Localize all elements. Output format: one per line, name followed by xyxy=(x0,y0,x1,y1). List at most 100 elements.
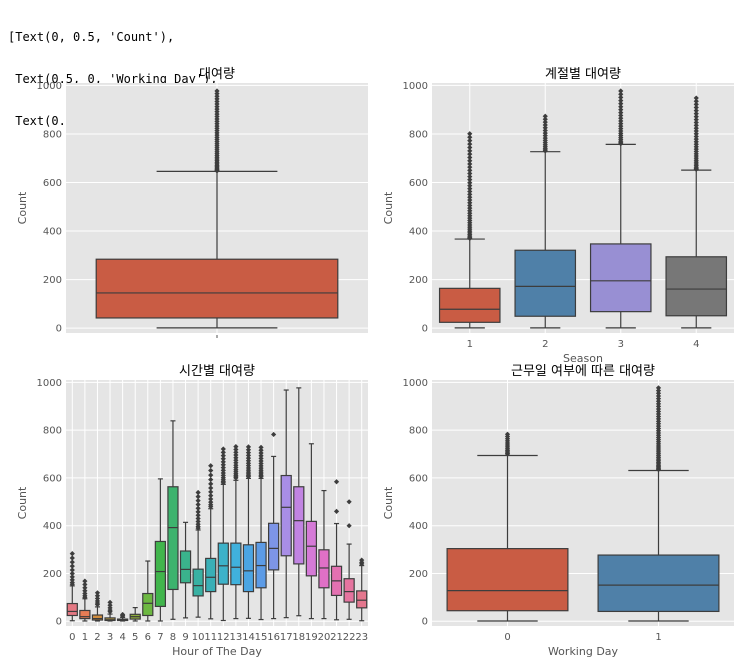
outlier-point xyxy=(245,455,252,461)
outlier-point xyxy=(220,470,226,476)
y-tick-label: 400 xyxy=(43,521,62,532)
box-body xyxy=(95,258,339,319)
outlier-point xyxy=(233,444,239,450)
outlier-point xyxy=(208,467,214,474)
y-tick-label: 400 xyxy=(43,227,62,238)
box-18 xyxy=(293,387,305,617)
y-tick-label: 600 xyxy=(43,178,62,189)
outlier-point xyxy=(693,122,699,128)
y-tick-label: 600 xyxy=(409,178,428,189)
box-10 xyxy=(192,489,204,618)
outlier-point xyxy=(220,449,226,455)
box-22 xyxy=(343,499,355,620)
y-tick-label: 1000 xyxy=(403,81,428,92)
box-20 xyxy=(318,489,330,620)
outlier-point xyxy=(655,390,662,396)
x-tick-label: 0 xyxy=(69,632,75,643)
outlier-point xyxy=(467,205,473,211)
outlier-point xyxy=(467,183,473,189)
outlier-point xyxy=(220,462,226,468)
outliers xyxy=(618,88,624,147)
outlier-point xyxy=(195,498,201,504)
box-13 xyxy=(230,444,242,620)
box-4 xyxy=(116,611,129,622)
y-tick-label: 1000 xyxy=(37,81,62,92)
outlier-point xyxy=(467,170,473,177)
x-tick-label: 23 xyxy=(355,632,368,643)
outlier-point xyxy=(467,151,473,157)
box-2 xyxy=(91,590,104,622)
box-body xyxy=(589,243,652,313)
outlier-point xyxy=(82,581,88,588)
box-body xyxy=(343,578,355,603)
outliers xyxy=(245,444,252,480)
y-tick-label: 0 xyxy=(422,617,428,628)
outlier-point xyxy=(120,611,126,618)
outlier-point xyxy=(233,449,239,455)
x-tick-label: 11 xyxy=(204,632,217,643)
outlier-point xyxy=(233,452,239,458)
outlier-point xyxy=(618,88,624,94)
outlier-point xyxy=(655,393,662,399)
outlier-point xyxy=(467,138,473,144)
outliers xyxy=(94,590,101,608)
box-body xyxy=(230,542,242,586)
box-body xyxy=(167,486,179,591)
outlier-point xyxy=(467,180,473,186)
outlier-point xyxy=(693,128,699,134)
x-tick-label: 3 xyxy=(107,632,113,643)
box-body xyxy=(318,549,330,589)
outlier-point xyxy=(467,200,473,206)
box-body xyxy=(665,256,728,317)
x-tick-label: 10 xyxy=(192,632,205,643)
box-16 xyxy=(267,431,280,620)
box-body xyxy=(597,554,720,613)
box-8 xyxy=(167,420,179,620)
outlier-point xyxy=(504,431,511,437)
outlier-point xyxy=(245,450,252,456)
outlier-point xyxy=(195,509,201,515)
y-tick-label: 1000 xyxy=(403,378,428,389)
x-tick-label: 2 xyxy=(94,632,100,643)
chart-season: 0 200 400 600 800 1000 1 2 3 4 계절별 대여량 Count Season xyxy=(382,67,734,365)
outlier-point xyxy=(69,563,75,569)
x-tick-label: 13 xyxy=(230,632,243,643)
outlier-point xyxy=(693,114,699,120)
outlier-point xyxy=(346,523,352,529)
box-body xyxy=(179,550,192,584)
x-tick-label: 15 xyxy=(255,632,268,643)
x-tick-label: 3 xyxy=(618,339,624,350)
y-tick-label: 0 xyxy=(56,617,62,628)
outliers xyxy=(107,599,113,615)
box-5 xyxy=(129,607,141,622)
x-tick-label: 21 xyxy=(330,632,343,643)
box-body xyxy=(79,609,91,620)
x-tick-label: 1 xyxy=(82,632,88,643)
x-tick-label: 12 xyxy=(217,632,230,643)
outlier-point xyxy=(693,101,699,107)
x-tick-label: 8 xyxy=(170,632,176,643)
outlier-point xyxy=(693,116,699,123)
y-tick-label: 600 xyxy=(409,473,428,484)
outlier-point xyxy=(618,94,624,101)
outlier-point xyxy=(467,202,473,209)
box-23 xyxy=(356,557,368,622)
box-19 xyxy=(305,443,318,620)
output-line: Text(0.5, 0, 'Working Day'), xyxy=(8,72,218,86)
y-axis-label: Count xyxy=(382,486,395,519)
outlier-point xyxy=(655,398,662,404)
y-tick-label: 600 xyxy=(43,473,62,484)
outlier-point xyxy=(542,113,548,119)
chart-title: 시간별 대여량 xyxy=(179,364,255,379)
box-all xyxy=(95,88,339,329)
outliers xyxy=(333,479,340,514)
outlier-point xyxy=(618,121,624,127)
outlier-point xyxy=(542,116,548,122)
outliers xyxy=(214,88,220,174)
outlier-point xyxy=(258,453,264,459)
box-body xyxy=(280,474,292,557)
outliers xyxy=(467,131,473,241)
outlier-point xyxy=(69,551,75,557)
